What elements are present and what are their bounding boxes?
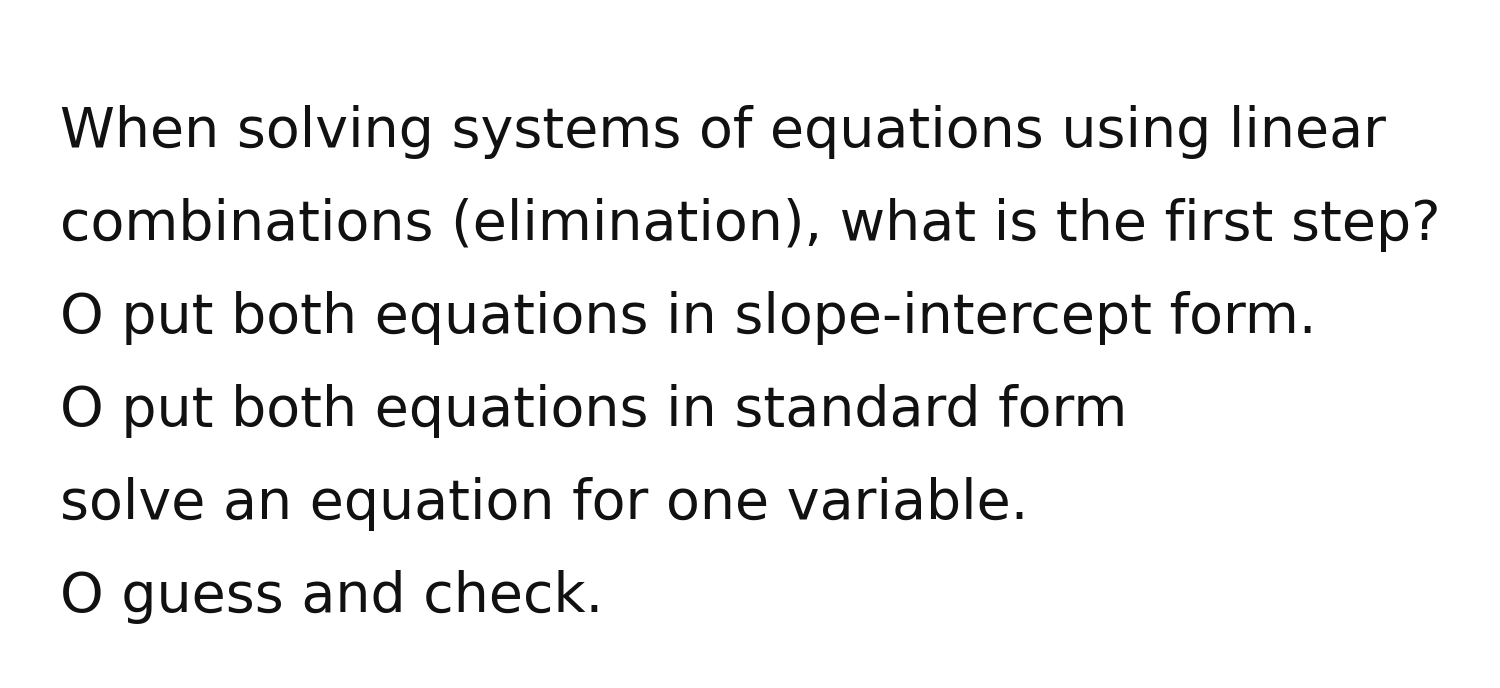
Text: O put both equations in slope-intercept form.: O put both equations in slope-intercept … xyxy=(60,291,1317,345)
Text: When solving systems of equations using linear: When solving systems of equations using … xyxy=(60,105,1386,159)
Text: solve an equation for one variable.: solve an equation for one variable. xyxy=(60,477,1029,531)
Text: O guess and check.: O guess and check. xyxy=(60,570,603,624)
Text: combinations (elimination), what is the first step?: combinations (elimination), what is the … xyxy=(60,198,1440,252)
Text: O put both equations in standard form: O put both equations in standard form xyxy=(60,384,1128,438)
